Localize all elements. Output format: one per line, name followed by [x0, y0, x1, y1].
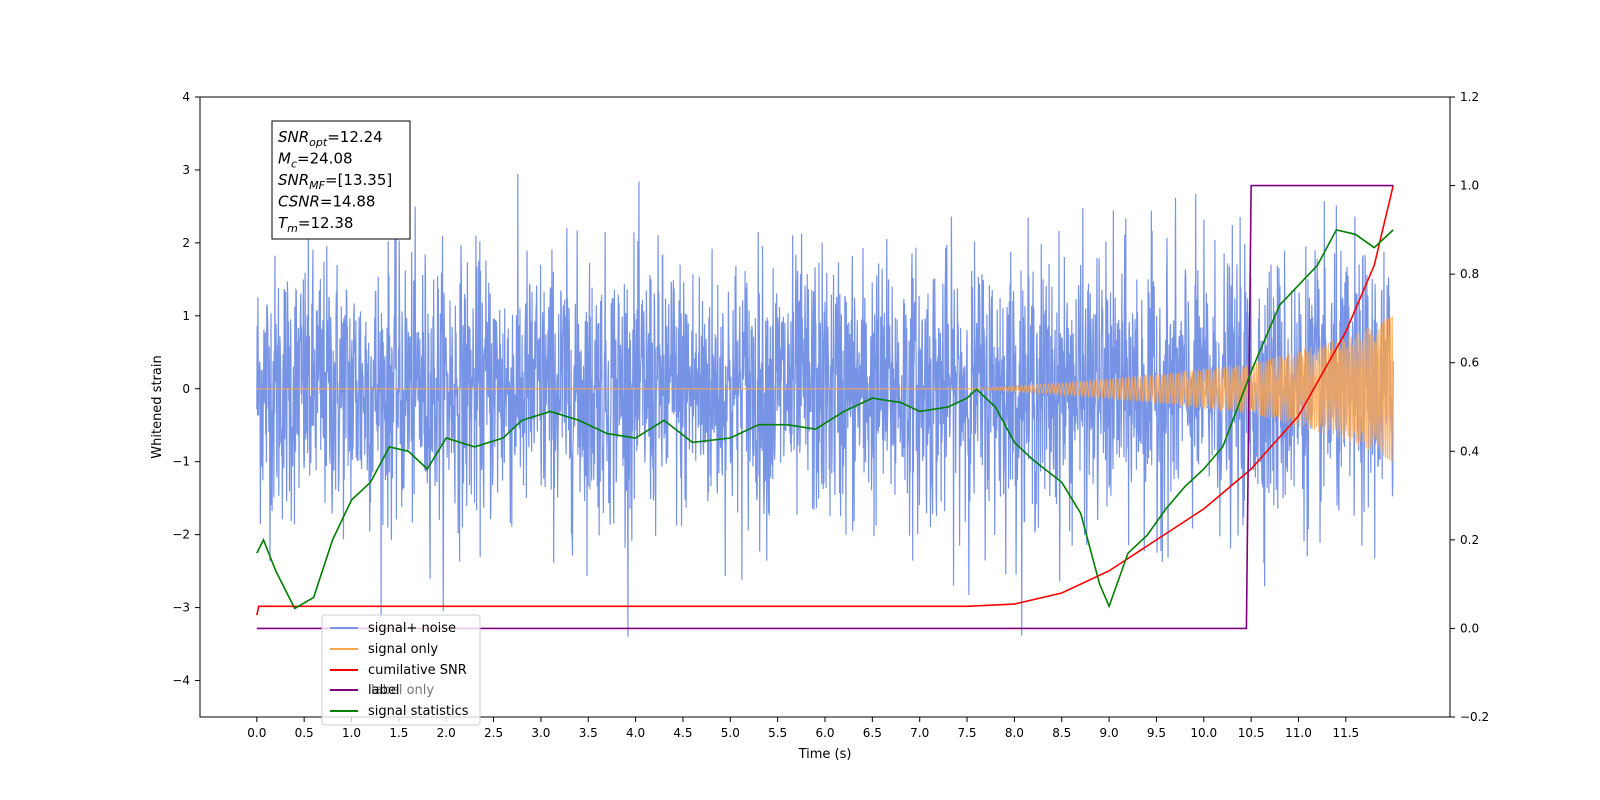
series-line-signal-noise	[256, 173, 1394, 637]
y-tick-label: 4	[182, 90, 190, 104]
x-tick-label: 0.0	[247, 726, 266, 740]
y-tick-label: −1	[172, 455, 190, 469]
x-tick-label: 6.5	[863, 726, 882, 740]
legend-label: signal+ noise	[368, 621, 456, 636]
series-line-signal-statistics	[256, 228, 1394, 610]
annotation-lines: SNRopt=12.24Mc=24.08SNRMF=[13.35]CSNR=14…	[278, 128, 392, 235]
x-axis-title: Time (s)	[798, 747, 852, 762]
y-tick-label: −4	[172, 674, 190, 688]
y-tick-label: 2	[182, 236, 190, 250]
y-axis-title: Whitened strain	[150, 355, 165, 458]
annotation-box: SNRopt=12.24Mc=24.08SNRMF=[13.35]CSNR=14…	[271, 120, 411, 240]
x-tick-label: 5.5	[768, 726, 787, 740]
legend-frame	[321, 614, 481, 726]
annotation-line: Tm=12.38	[278, 214, 353, 235]
annotation-line: SNRopt=12.24	[278, 128, 383, 149]
series-line-cumilative-snr	[256, 185, 1394, 616]
x-tick-label: 8.0	[1005, 726, 1024, 740]
y-tick-label: −3	[172, 601, 190, 615]
x-tick-label: 6.0	[815, 726, 834, 740]
x-tick-label: 9.5	[1147, 726, 1166, 740]
legend-label: signal only	[368, 642, 438, 657]
x-tick-label: 10.5	[1238, 726, 1265, 740]
x-tick-label: 5.0	[721, 726, 740, 740]
annotation-line: CSNR=14.88	[278, 193, 375, 211]
y-tick-label: −2	[172, 528, 190, 542]
y2-tick-label: 0.0	[1460, 621, 1479, 635]
legend-label: label	[368, 683, 399, 698]
x-tick-label: 2.5	[484, 726, 503, 740]
x-tick-label: 4.0	[626, 726, 645, 740]
x-tick-label: 7.5	[957, 726, 976, 740]
x-tick-label: 1.5	[389, 726, 408, 740]
x-tick-label: 7.0	[910, 726, 929, 740]
series-line-signal-only	[256, 316, 1394, 462]
x-tick-label: 3.0	[531, 726, 550, 740]
legend-items: signal+ noise signal only cumilative SNR la…	[330, 621, 469, 719]
y2-tick-label: 0.8	[1460, 267, 1479, 281]
x-tick-label: 8.5	[1052, 726, 1071, 740]
y-tick-label: 1	[182, 309, 190, 323]
y-tick-label: 3	[182, 163, 190, 177]
axis-layer: 0.0 0.5 1.0 1.5 2.0 2.5 3.0 3.5 4.0 4.5 5.0 5.5 6.0 6…	[172, 90, 1489, 740]
x-tick-label: 4.5	[673, 726, 692, 740]
x-tick-label: 9.0	[1100, 726, 1119, 740]
y2-tick-label: 0.2	[1460, 533, 1479, 547]
x-tick-label: 11.5	[1332, 726, 1359, 740]
y2-tick-label: 1.2	[1460, 90, 1479, 104]
plot-layer	[256, 173, 1394, 637]
x-tick-label: 0.5	[295, 726, 314, 740]
legend-label: label only	[371, 683, 434, 698]
annotation-line: SNRMF=[13.35]	[278, 171, 392, 192]
x-tick-label: 2.0	[437, 726, 456, 740]
legend: signal+ noise signal only cumilative SNR la…	[321, 614, 481, 726]
x-tick-label: 3.5	[579, 726, 598, 740]
y2-tick-label: 0.6	[1460, 356, 1479, 370]
y2-tick-label: 1.0	[1460, 179, 1479, 193]
series-line-label	[256, 184, 1394, 630]
y2-tick-label: 0.4	[1460, 444, 1479, 458]
y-tick-label: 0	[182, 382, 190, 396]
x-tick-label: 10.0	[1190, 726, 1217, 740]
annotation-frame	[271, 120, 411, 240]
x-tick-label: 11.0	[1285, 726, 1312, 740]
y2-tick-label: −0.2	[1460, 710, 1489, 724]
legend-label: cumilative SNR	[368, 663, 467, 678]
x-tick-label: 1.0	[342, 726, 361, 740]
annotation-line: Mc=24.08	[278, 150, 353, 171]
legend-label: signal statistics	[368, 704, 469, 719]
